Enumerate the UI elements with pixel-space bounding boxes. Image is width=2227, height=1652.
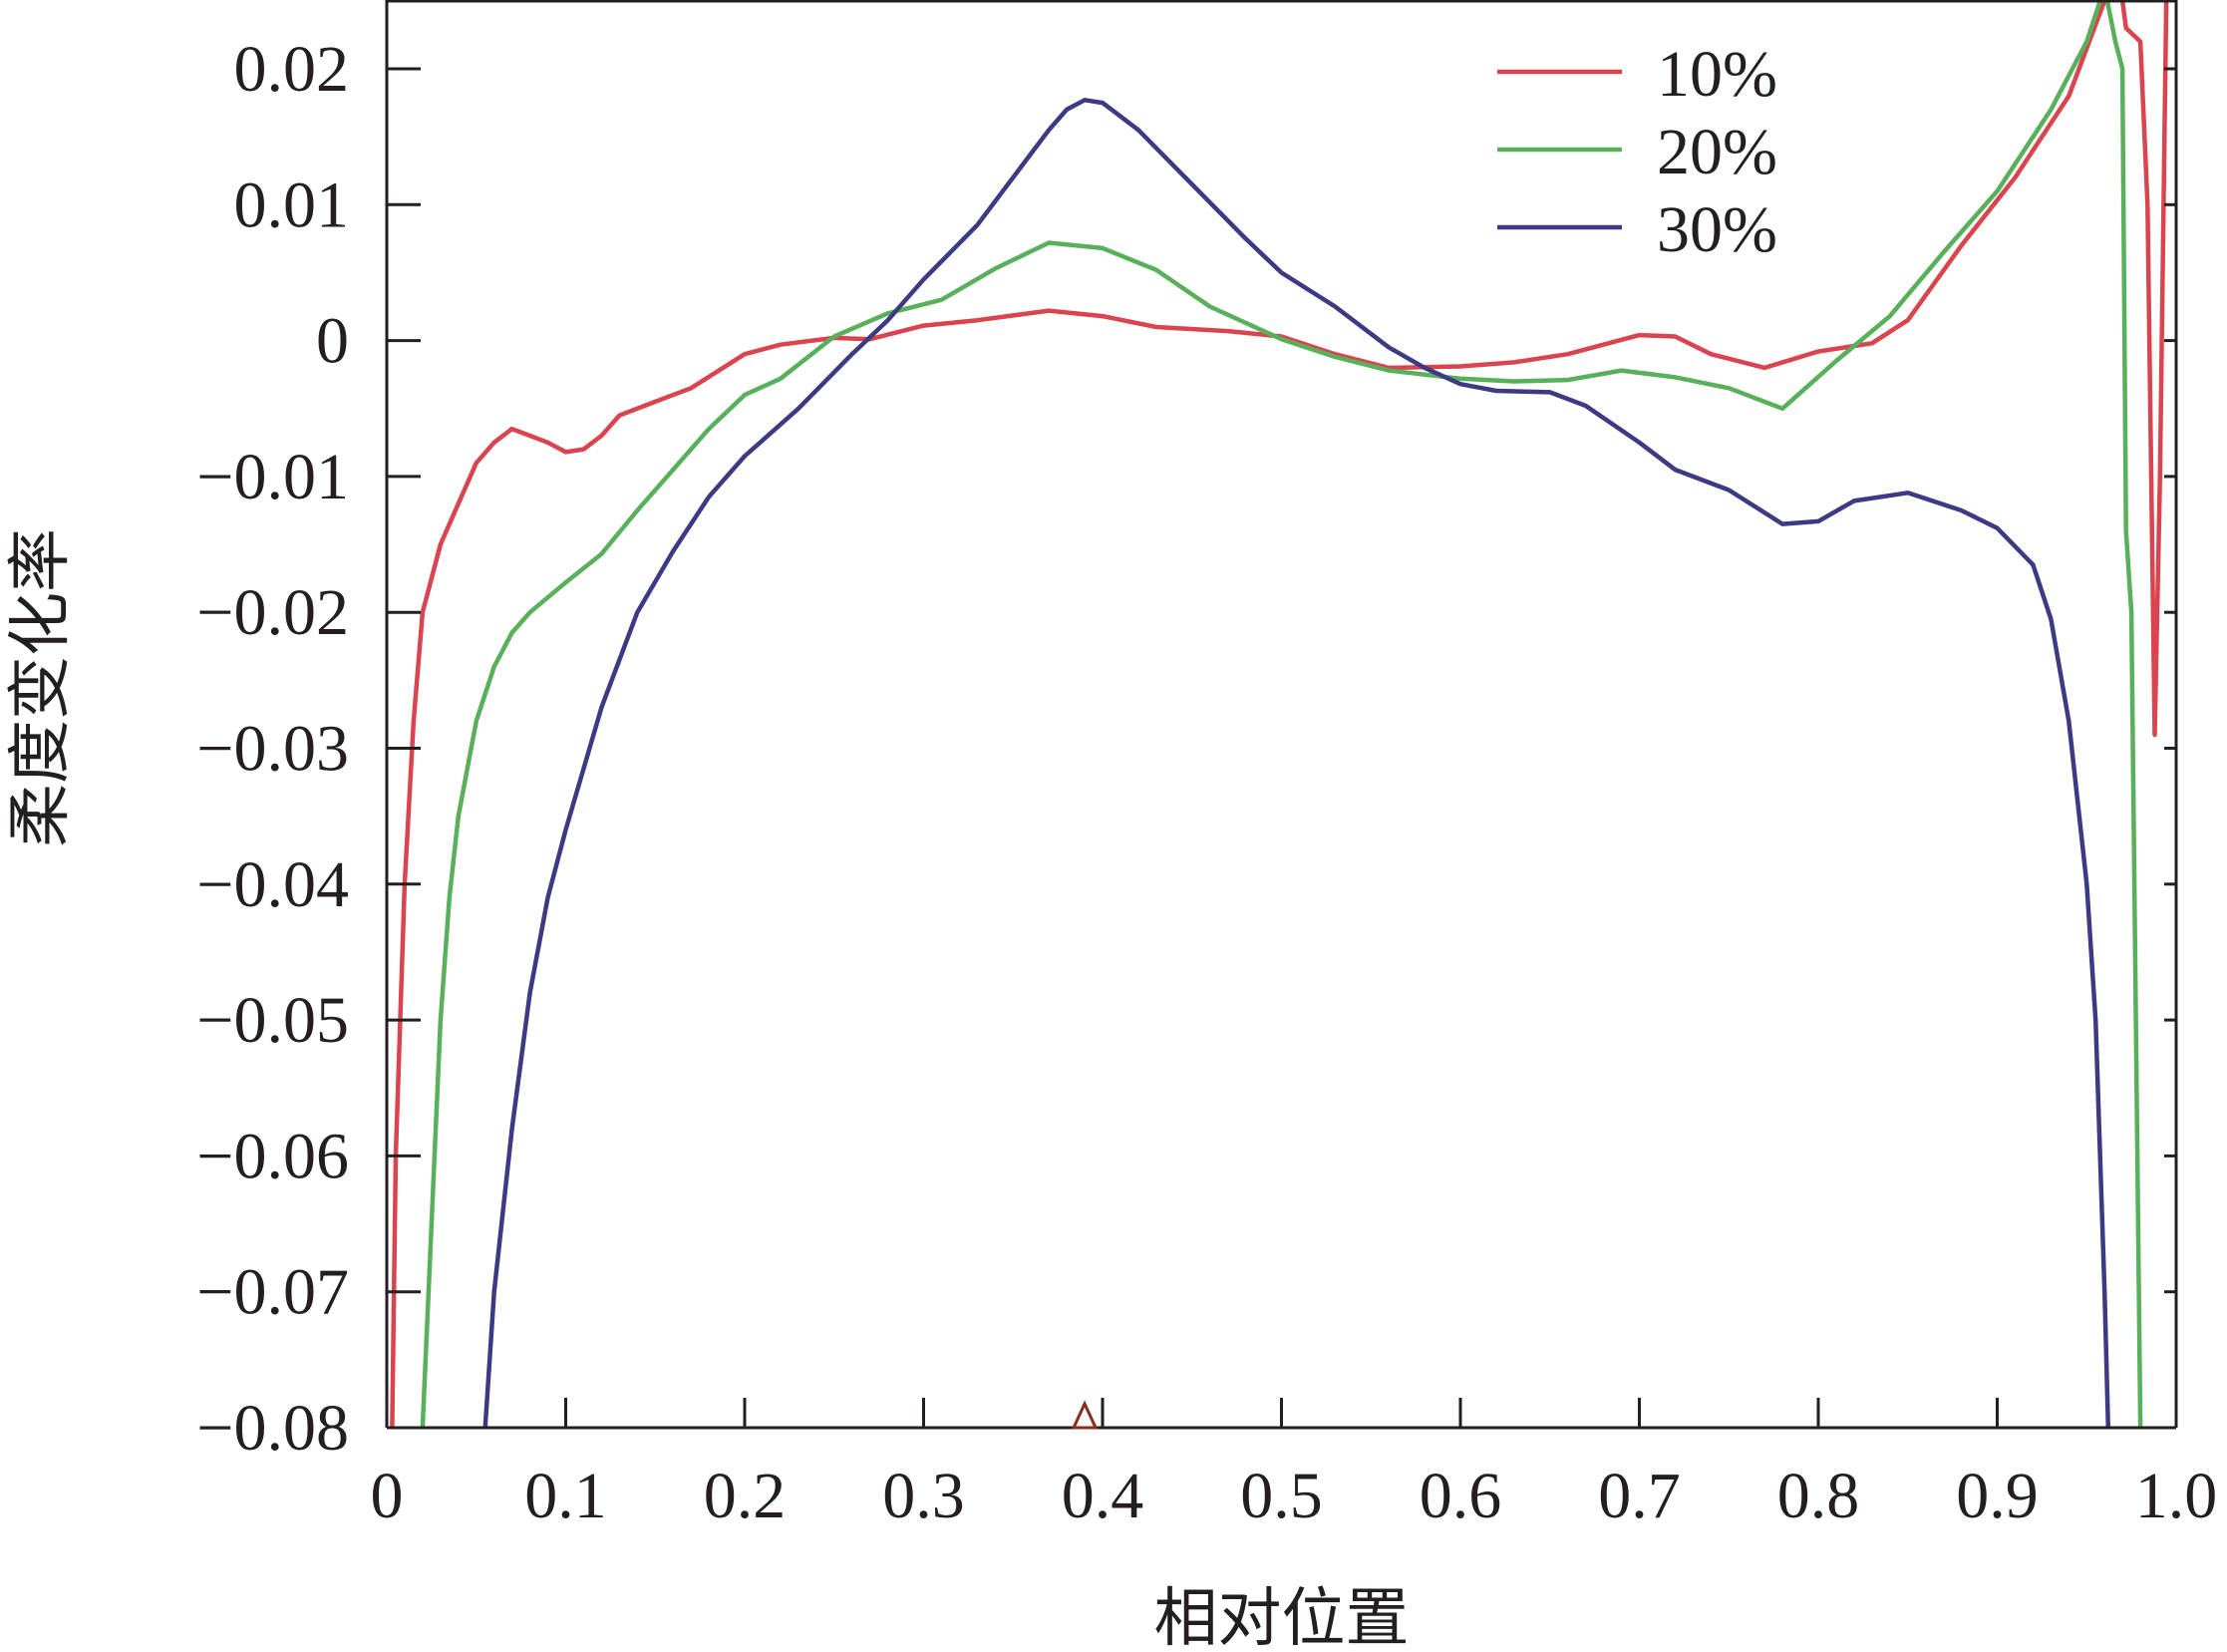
triangle-marker bbox=[1071, 1400, 1099, 1430]
x-tick-label: 0.1 bbox=[524, 1460, 607, 1532]
x-tick-label: 0.7 bbox=[1598, 1460, 1681, 1532]
y-axis-title: 柔度变化率 bbox=[4, 528, 78, 847]
x-tick-label: 1.0 bbox=[2135, 1460, 2218, 1532]
y-tick-label: −0.01 bbox=[196, 441, 349, 513]
y-tick-label: 0.01 bbox=[234, 168, 350, 241]
x-tick-label: 0 bbox=[371, 1460, 404, 1532]
series-line-3 bbox=[482, 98, 2111, 1428]
x-tick-label: 0.9 bbox=[1956, 1460, 2039, 1532]
legend-label-2: 20% bbox=[1657, 116, 1777, 188]
series-line-1 bbox=[390, 0, 2169, 1428]
x-tick-label: 0.6 bbox=[1420, 1460, 1502, 1532]
x-axis-title: 相对位置 bbox=[1154, 1582, 1410, 1652]
y-tick-label: −0.03 bbox=[196, 713, 349, 786]
y-tick-label: −0.05 bbox=[196, 984, 349, 1057]
series-line-2 bbox=[420, 0, 2143, 1428]
legend-label-3: 30% bbox=[1657, 193, 1777, 266]
plot-area bbox=[387, 0, 2176, 1428]
x-tick-label: 0.2 bbox=[704, 1460, 787, 1532]
y-tick-label: −0.07 bbox=[196, 1256, 349, 1329]
y-tick-label: 0.02 bbox=[234, 33, 350, 106]
y-tick-label: −0.04 bbox=[196, 848, 349, 921]
y-tick-label: −0.08 bbox=[196, 1392, 349, 1465]
x-tick-label: 0.3 bbox=[882, 1460, 965, 1532]
legend-label-1: 10% bbox=[1657, 38, 1777, 111]
y-tick-label: 0 bbox=[316, 305, 349, 378]
x-tick-label: 0.5 bbox=[1240, 1460, 1323, 1532]
y-tick-label: −0.02 bbox=[196, 576, 349, 649]
y-tick-label: −0.06 bbox=[196, 1120, 349, 1192]
x-tick-label: 0.4 bbox=[1062, 1460, 1144, 1532]
x-tick-label: 0.8 bbox=[1777, 1460, 1860, 1532]
